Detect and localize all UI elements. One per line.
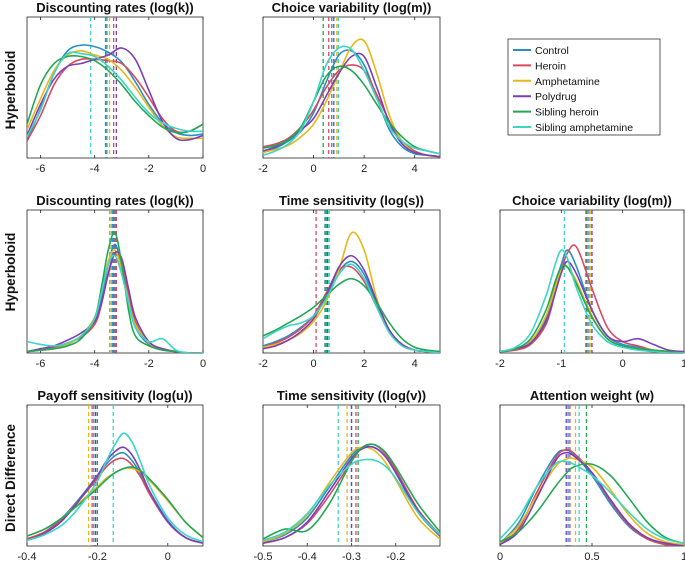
plot-area <box>263 405 440 546</box>
panel-1: Discounting rates (log(k)) -6 -4 -2 0 <box>26 0 206 175</box>
row-label-1: Hyperboloid <box>3 51 18 130</box>
series-line-sibling-heroin <box>27 466 203 539</box>
series-line-sibling-heroin <box>27 54 203 134</box>
series-line-polydrug <box>500 451 684 546</box>
x-tick-label: 0 <box>165 551 171 563</box>
plot-area <box>500 210 684 353</box>
plot-area <box>500 405 684 546</box>
series-line-sibling-amphetamine <box>27 51 203 138</box>
series-line-heroin <box>27 57 203 142</box>
x-tick-label: -2 <box>258 163 268 175</box>
panel-title: Time sensitivity (log(s)) <box>279 193 424 208</box>
x-tick-label: -2 <box>144 358 154 370</box>
series-line-sibling-amphetamine <box>500 249 684 353</box>
series-line-heroin <box>263 64 440 158</box>
plot-area <box>27 210 203 353</box>
plot-area <box>263 17 440 158</box>
panel-title: Time sensitivity ((log(v)) <box>277 388 426 403</box>
panel-title: Discounting rates (log(k)) <box>36 0 193 15</box>
x-tick-label: -4 <box>90 163 100 175</box>
series-line-sibling-heroin <box>27 231 203 353</box>
plot-area <box>263 210 440 353</box>
x-tick-label: 4 <box>412 163 418 175</box>
x-tick-label: -0.5 <box>254 551 273 563</box>
series-line-sibling-amphetamine <box>500 460 684 544</box>
x-tick-label: 2 <box>361 163 367 175</box>
plot-area <box>27 17 203 158</box>
x-tick-label: 1 <box>681 358 685 370</box>
x-tick-label: -1 <box>556 358 566 370</box>
plot-frame <box>26 16 204 159</box>
series-line-sibling-heroin <box>263 277 440 353</box>
plot-area <box>27 405 203 546</box>
x-tick-label: -0.2 <box>88 551 107 563</box>
x-tick-label: -0.4 <box>298 551 317 563</box>
legend-label: Heroin <box>535 60 566 72</box>
panel-8: Attention weight (w) 0 0.5 1 <box>497 388 685 563</box>
x-tick-label: -2 <box>258 358 268 370</box>
series-line-sibling-amphetamine <box>27 432 203 543</box>
panel-title: Choice variability (log(m)) <box>512 193 672 208</box>
legend-label: Polydrug <box>535 91 577 103</box>
series-line-amphetamine <box>27 50 203 140</box>
x-tick-label: 4 <box>412 358 418 370</box>
legend: Control Heroin Amphetamine Polydrug Sibling … <box>507 38 661 136</box>
series-line-sibling-heroin <box>263 65 440 155</box>
row-labels: Hyperboloid Hyperboloid Direct Differenc… <box>3 51 18 532</box>
x-tick-label: -0.4 <box>18 551 37 563</box>
series-line-sibling-heroin <box>263 443 440 540</box>
x-tick-label: -2 <box>495 358 505 370</box>
panel-title: Attention weight (w) <box>530 388 654 403</box>
legend-items: Control Heroin Amphetamine Polydrug Sibling … <box>513 45 633 134</box>
panel-7: Time sensitivity ((log(v)) -0.5 -0.4 -0.3 -0… <box>254 388 441 563</box>
series-line-sibling-amphetamine <box>263 263 440 353</box>
series-line-polydrug <box>27 47 203 142</box>
series-line-sibling-heroin <box>500 264 684 353</box>
panel-5: Choice variability (log(m)) -2 -1 0 1 <box>495 193 685 370</box>
panel-3: Discounting rates (log(k)) -6 -4 -2 0 <box>26 193 206 370</box>
legend-label: Sibling amphetamine <box>535 122 633 134</box>
legend-box <box>507 38 661 136</box>
x-tick-label: 2 <box>361 358 367 370</box>
x-tick-label: 0 <box>311 358 317 370</box>
series-line-sibling-amphetamine <box>263 458 440 542</box>
series-line-sibling-heroin <box>500 463 684 544</box>
legend-label: Control <box>535 45 569 57</box>
x-tick-label: -2 <box>144 163 154 175</box>
series-line-amphetamine <box>500 457 684 546</box>
x-tick-label: 0 <box>200 163 206 175</box>
legend-label: Amphetamine <box>535 76 600 88</box>
panel-title: Payoff sensitivity (log(u)) <box>37 388 192 403</box>
series-line-polydrug <box>27 251 203 353</box>
panel-4: Time sensitivity (log(s)) -2 0 2 4 <box>258 193 441 370</box>
x-tick-label: -0.3 <box>342 551 361 563</box>
series-line-polydrug <box>263 445 440 544</box>
legend-label: Sibling heroin <box>535 107 599 119</box>
panel-2: Choice variability (log(m)) -2 0 2 4 <box>258 0 441 175</box>
x-tick-label: -6 <box>36 163 46 175</box>
plot-frame <box>262 209 441 354</box>
x-tick-label: 0.5 <box>584 551 599 563</box>
series-line-polydrug <box>500 260 684 353</box>
x-tick-label: 1 <box>681 551 685 563</box>
x-tick-label: -4 <box>90 358 100 370</box>
panel-title: Choice variability (log(m)) <box>272 0 432 15</box>
x-tick-label: -0.2 <box>386 551 405 563</box>
series-line-sibling-amphetamine <box>27 254 203 353</box>
x-tick-label: -6 <box>36 358 46 370</box>
panel-title: Discounting rates (log(k)) <box>36 193 193 208</box>
x-tick-label: 0 <box>497 551 503 563</box>
row-label-2: Hyperboloid <box>3 233 18 312</box>
series-line-control <box>263 49 440 158</box>
x-tick-label: 0 <box>620 358 626 370</box>
series-line-sibling-amphetamine <box>263 45 440 156</box>
panels-layer: Discounting rates (log(k))-6 -4 -2 0Choice … <box>18 0 685 563</box>
x-tick-label: 0 <box>200 358 206 370</box>
panel-6: Payoff sensitivity (log(u)) -0.4 -0.2 0 <box>18 388 204 563</box>
series-line-polydrug <box>27 446 203 544</box>
x-tick-label: 0 <box>311 163 317 175</box>
row-label-3: Direct Difference <box>3 423 18 532</box>
